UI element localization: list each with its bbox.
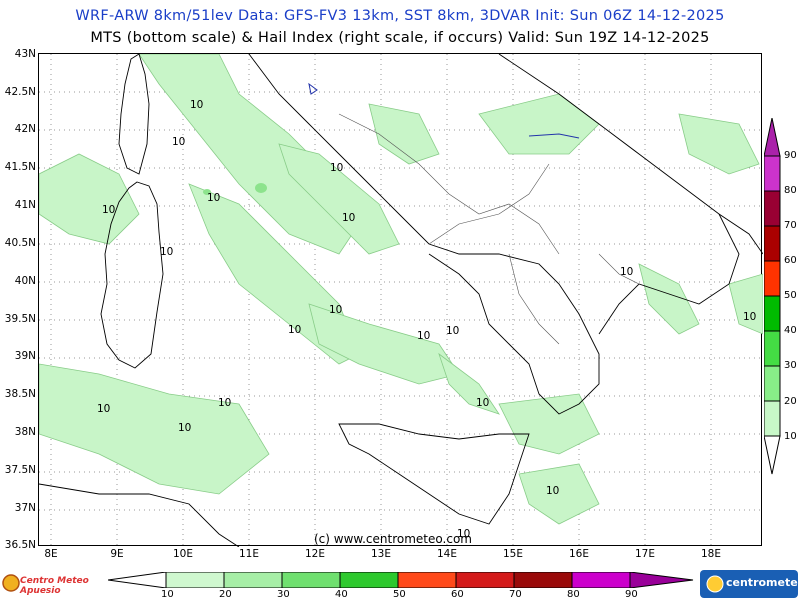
mts-scale-label: 50: [393, 589, 406, 600]
mts-field: [38, 53, 764, 525]
contour-label: 10: [446, 325, 460, 337]
lat-label: 36.5N: [4, 539, 36, 551]
lat-label: 41.5N: [4, 161, 36, 173]
contour-label: 10: [330, 162, 344, 174]
contour-label: 10: [218, 397, 232, 409]
mts-scale-label: 30: [277, 589, 290, 600]
lat-label: 42N: [14, 123, 36, 135]
lat-label: 43N: [14, 48, 36, 60]
centro-meteo-apuesio-logo[interactable]: Centro Meteo Apuesio: [0, 568, 108, 598]
title-line-2: MTS (bottom scale) & Hail Index (right s…: [90, 30, 710, 46]
logo-emblem-icon: [2, 574, 20, 592]
logo-left-text: Centro Meteo Apuesio: [20, 576, 89, 596]
lon-label: 10E: [173, 548, 193, 560]
lon-label: 16E: [569, 548, 589, 560]
lat-label: 39.5N: [4, 313, 36, 325]
mts-scale-label: 60: [451, 589, 464, 600]
contour-label: 10: [207, 192, 221, 204]
hail-scale-label: 80: [784, 185, 797, 196]
lat-label: 42.5N: [4, 86, 36, 98]
contour-label: 10: [417, 330, 431, 342]
map-svg: [38, 53, 764, 548]
hail-scale-label: 10: [784, 431, 797, 442]
contour-label: 10: [743, 311, 757, 323]
contour-label: 10: [546, 485, 560, 497]
lat-label: 37N: [14, 502, 36, 514]
map-area[interactable]: [38, 53, 764, 548]
mts-field-mid: [203, 183, 267, 195]
mts-scale-label: 90: [625, 589, 638, 600]
hail-scale-label: 90: [784, 150, 797, 161]
contour-label: 10: [342, 212, 356, 224]
mts-scale-label: 10: [161, 589, 174, 600]
mts-scale-label: 20: [219, 589, 232, 600]
contour-label: 10: [102, 204, 116, 216]
centrometeo-logo[interactable]: centrometeo: [700, 570, 800, 598]
lon-label: 13E: [371, 548, 391, 560]
coastline: [38, 53, 764, 548]
lon-label: 12E: [305, 548, 325, 560]
hail-scale-label: 40: [784, 325, 797, 336]
contour-label: 10: [178, 422, 192, 434]
hail-contours: [308, 82, 580, 139]
contour-label: 10: [172, 136, 186, 148]
contour-label: 10: [160, 246, 174, 258]
hail-scale-label: 50: [784, 290, 797, 301]
lon-label: 18E: [701, 548, 721, 560]
mts-scale-label: 40: [335, 589, 348, 600]
mts-scale-label: 70: [509, 589, 522, 600]
lon-label: 17E: [635, 548, 655, 560]
hail-scale: [764, 118, 781, 475]
hail-scale-label: 70: [784, 220, 797, 231]
hail-scale-label: 30: [784, 360, 797, 371]
contour-label: 10: [97, 403, 111, 415]
lon-label: 9E: [110, 548, 124, 560]
hail-scale-label: 20: [784, 396, 797, 407]
lon-label: 8E: [44, 548, 58, 560]
contour-label: 10: [329, 304, 343, 316]
contour-label: 10: [190, 99, 204, 111]
contour-label: 10: [476, 397, 490, 409]
lat-label: 40.5N: [4, 237, 36, 249]
globe-icon: [706, 575, 724, 593]
lon-label: 11E: [239, 548, 259, 560]
title-line-1: WRF-ARW 8km/51lev Data: GFS-FV3 13km, SS…: [75, 8, 725, 24]
contour-label: 10: [457, 528, 471, 540]
lat-label: 41N: [14, 199, 36, 211]
lat-label: 39N: [14, 350, 36, 362]
logo-right-text: centrometeo: [726, 576, 800, 589]
mts-scale-label: 80: [567, 589, 580, 600]
region-borders: [338, 113, 640, 345]
contour-label: 10: [620, 266, 634, 278]
lat-label: 37.5N: [4, 464, 36, 476]
lat-label: 40N: [14, 275, 36, 287]
contour-label: 10: [288, 324, 302, 336]
lat-label: 38N: [14, 426, 36, 438]
lon-label: 15E: [503, 548, 523, 560]
credit-text: (c) www.centrometeo.com: [314, 532, 472, 546]
hail-scale-label: 60: [784, 255, 797, 266]
lat-label: 38.5N: [4, 388, 36, 400]
mts-scale: [108, 572, 694, 588]
lon-label: 14E: [437, 548, 457, 560]
